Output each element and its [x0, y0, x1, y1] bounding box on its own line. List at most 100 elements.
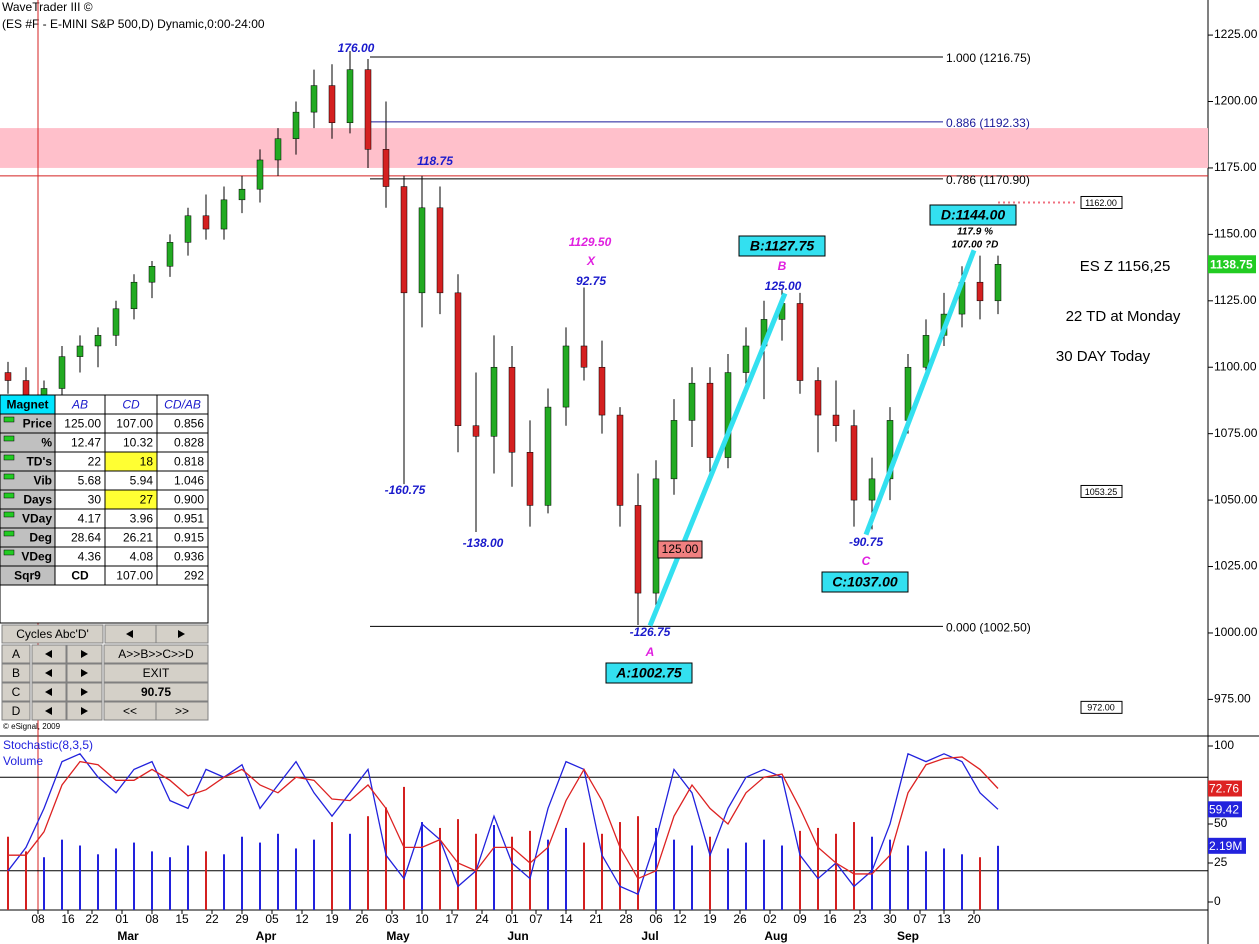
candle-body	[706, 382, 714, 458]
button-label: D	[12, 704, 21, 718]
volume-bar	[367, 816, 369, 910]
volume-bar	[781, 845, 783, 910]
volume-bar	[619, 822, 621, 910]
table-value: 1.046	[174, 474, 204, 488]
volume-bar	[907, 845, 909, 910]
candle-body	[382, 149, 390, 187]
table-value: 30	[88, 493, 102, 507]
table-value: 3.96	[130, 512, 154, 526]
volume-bar	[79, 845, 81, 910]
candle-body	[310, 85, 318, 113]
annotation: 117.9 %	[957, 227, 993, 238]
point-next[interactable]	[66, 644, 103, 664]
volume-bar	[925, 851, 927, 910]
status-light	[3, 416, 15, 423]
arrow-icon	[45, 650, 52, 658]
candle-body	[994, 264, 1002, 302]
retrace-box	[657, 540, 703, 559]
volume-bar	[61, 839, 63, 910]
x-tick-label: 17	[445, 912, 459, 926]
volume-bar	[835, 833, 837, 910]
annotation: 1129.50	[569, 235, 612, 249]
point-next[interactable]	[66, 701, 103, 721]
volume-bar	[943, 848, 945, 910]
button-face	[155, 701, 209, 721]
x-tick-label: 22	[205, 912, 219, 926]
side-box	[1080, 484, 1123, 498]
button-label: B	[12, 666, 20, 680]
side-box	[1080, 700, 1123, 714]
table-value: Vib	[34, 474, 52, 488]
volume-bar	[421, 822, 423, 910]
candle-body	[328, 85, 336, 124]
volume-bar	[493, 825, 495, 910]
candle-body	[796, 303, 804, 381]
note: 30 DAY Today	[1056, 348, 1151, 365]
x-tick-label: 05	[265, 912, 279, 926]
x-tick-label: 03	[385, 912, 399, 926]
table-value: 125.00	[64, 417, 101, 431]
x-tick-label: 07	[913, 912, 927, 926]
volume-bar	[349, 833, 351, 910]
point-button[interactable]: B	[1, 663, 31, 683]
x-tick-label: 12	[295, 912, 309, 926]
candle-body	[166, 242, 174, 267]
point-prev[interactable]	[31, 701, 67, 721]
x-tick-label: 28	[619, 912, 633, 926]
cycles-button[interactable]: Cycles Abc'D'	[1, 624, 104, 644]
action-button[interactable]: EXIT	[103, 663, 209, 683]
point-next[interactable]	[66, 682, 103, 702]
point-button[interactable]: C	[1, 682, 31, 702]
candle-body	[850, 425, 858, 501]
status-light	[3, 530, 15, 537]
y-tick-label: 1150.00	[1214, 227, 1257, 241]
button-label: EXIT	[143, 666, 170, 680]
point-button[interactable]: D	[1, 701, 31, 721]
arrow-icon	[178, 630, 185, 638]
pattern-label: B:1127.75	[750, 238, 815, 254]
volume-bar	[799, 830, 801, 910]
point-next[interactable]	[66, 663, 103, 683]
candle-body	[922, 335, 930, 368]
candle-body	[436, 207, 444, 294]
x-tick-label: 07	[529, 912, 543, 926]
copyright: © eSignal, 2009	[3, 722, 61, 731]
table-value: 0.951	[174, 512, 204, 526]
table-value: VDeg	[21, 550, 52, 564]
note: ES Z 1156,25	[1080, 258, 1171, 275]
table-value: Sqr9	[14, 569, 41, 583]
annotation: 118.75	[417, 154, 453, 168]
y-tick-label: 1025.00	[1214, 559, 1258, 573]
button-label: Cycles Abc'D'	[16, 627, 89, 641]
candle-body	[130, 281, 138, 310]
candle-body	[202, 215, 210, 230]
back-button[interactable]: <<	[103, 701, 157, 721]
volume-bar	[691, 845, 693, 910]
candle-body	[976, 281, 984, 302]
action-button[interactable]: 90.75	[103, 682, 209, 702]
annotation: -90.75	[849, 535, 883, 549]
point-prev[interactable]	[31, 644, 67, 664]
prev-button[interactable]	[104, 624, 157, 644]
arrow-icon	[126, 630, 133, 638]
action-button[interactable]: A>>B>>C>>D	[103, 644, 209, 664]
last-value: 59.42	[1209, 802, 1239, 816]
volume-bar	[259, 842, 261, 910]
candle-body	[184, 215, 192, 243]
point-prev[interactable]	[31, 682, 67, 702]
x-tick-label: 20	[967, 912, 981, 926]
retrace-label: 125.00	[662, 542, 699, 556]
volume-bar	[763, 839, 765, 910]
candle-body	[886, 420, 894, 480]
candle-body	[670, 420, 678, 480]
point-button[interactable]: A	[1, 644, 31, 664]
x-tick-label: 10	[415, 912, 429, 926]
next-button[interactable]	[155, 624, 209, 644]
status-light	[3, 492, 15, 499]
month-label: Sep	[897, 929, 919, 943]
volume-bar	[565, 827, 567, 910]
point-prev[interactable]	[31, 663, 67, 683]
volume-bar	[151, 851, 153, 910]
forward-button[interactable]: >>	[155, 701, 209, 721]
